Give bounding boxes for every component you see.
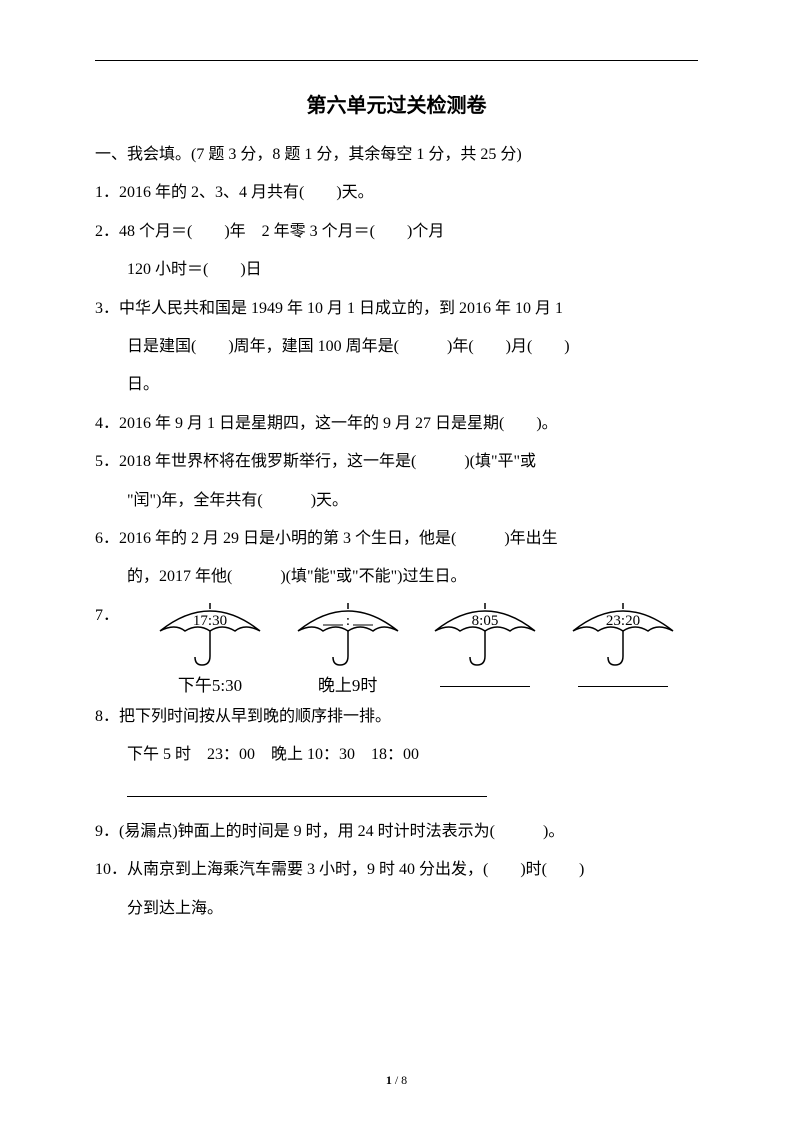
- umbrella-1: 17:30 下午5:30: [145, 601, 275, 696]
- page-total: / 8: [392, 1073, 407, 1087]
- q4: 4．2016 年 9 月 1 日是星期四，这一年的 9 月 27 日是星期( )…: [95, 405, 698, 443]
- umbrella-4: 23:20: [558, 601, 688, 693]
- q6-line1: 6．2016 年的 2 月 29 日是小明的第 3 个生日，他是( )年出生: [95, 520, 698, 558]
- q10-line1: 10．从南京到上海乘汽车需要 3 小时，9 时 40 分出发，( )时( ): [95, 851, 698, 889]
- section-heading: 一、我会填。(7 题 3 分，8 题 1 分，其余每空 1 分，共 25 分): [95, 136, 698, 174]
- q6-line2: 的，2017 年他( )(填"能"或"不能")过生日。: [95, 558, 698, 596]
- q1: 1．2016 年的 2、3、4 月共有( )天。: [95, 174, 698, 212]
- umbrella-4-time: 23:20: [606, 613, 640, 629]
- q5-line1: 5．2018 年世界杯将在俄罗斯举行，这一年是( )(填"平"或: [95, 443, 698, 481]
- umbrella-icon: :: [288, 601, 408, 667]
- blank-line: [440, 671, 530, 687]
- umbrella-3-label: [440, 671, 530, 693]
- umbrella-4-label: [578, 671, 668, 693]
- top-rule: [95, 60, 698, 61]
- q2-line1: 2．48 个月＝( )年 2 年零 3 个月＝( )个月: [95, 213, 698, 251]
- q3-line2: 日是建国( )周年，建国 100 周年是( )年( )月( ): [95, 328, 698, 366]
- q3-line3: 日。: [95, 366, 698, 404]
- umbrella-icon: 23:20: [563, 601, 683, 667]
- umbrella-icon: 17:30: [150, 601, 270, 667]
- page-title: 第六单元过关检测卷: [95, 89, 698, 118]
- colon-icon: :: [346, 613, 350, 629]
- page-footer: 1 / 8: [0, 1073, 793, 1088]
- q8-line2: 下午 5 时 23：00 晚上 10：30 18：00: [95, 736, 698, 774]
- q7: 7． 17:30 下午5:30: [95, 597, 698, 698]
- blank-line: [578, 671, 668, 687]
- umbrella-2-label: 晚上9时: [318, 671, 378, 696]
- umbrella-2: : 晚上9时: [283, 601, 413, 696]
- umbrella-3: 8:05: [420, 601, 550, 693]
- umbrella-1-label: 下午5:30: [178, 671, 242, 696]
- q7-number: 7．: [95, 597, 119, 635]
- umbrella-row: 17:30 下午5:30 : 晚上9时: [125, 601, 698, 696]
- umbrella-3-time: 8:05: [472, 613, 499, 629]
- q5-line2: "闰")年，全年共有( )天。: [95, 482, 698, 520]
- q3-line1: 3．中华人民共和国是 1949 年 10 月 1 日成立的，到 2016 年 1…: [95, 290, 698, 328]
- umbrella-1-time: 17:30: [193, 613, 227, 629]
- q8-blank: [95, 774, 698, 812]
- q9: 9．(易漏点)钟面上的时间是 9 时，用 24 时计时法表示为( )。: [95, 813, 698, 851]
- q8-line1: 8．把下列时间按从早到晚的顺序排一排。: [95, 698, 698, 736]
- answer-blank-line: [127, 781, 487, 797]
- q10-line2: 分到达上海。: [95, 890, 698, 928]
- umbrella-icon: 8:05: [425, 601, 545, 667]
- q2-line2: 120 小时＝( )日: [95, 251, 698, 289]
